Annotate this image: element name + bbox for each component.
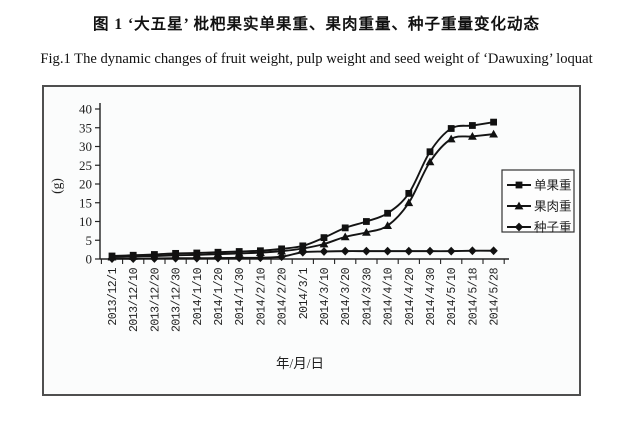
- x-tick-label: 2014/4/20: [404, 267, 417, 325]
- y-tick-label: 35: [79, 120, 92, 135]
- x-tick-label: 2014/1/20: [213, 267, 226, 325]
- x-tick-label: 2014/5/10: [446, 267, 459, 325]
- x-tick-label: 2013/12/20: [149, 267, 162, 332]
- legend-entry-pulp-weight: 果肉重: [507, 199, 572, 214]
- y-axis-title: (g): [49, 178, 64, 194]
- axes: [99, 103, 509, 260]
- x-tick-label: 2014/5/28: [489, 267, 502, 325]
- x-tick-label: 2014/1/30: [234, 267, 247, 325]
- x-axis-title: 年/月/日: [276, 356, 324, 371]
- legend-label: 果肉重: [534, 199, 572, 214]
- series-fruit-weight: [108, 118, 497, 260]
- x-axis-ticks: [100, 259, 505, 264]
- y-tick-label: 10: [79, 214, 92, 229]
- x-tick-label: 2014/4/10: [383, 267, 396, 325]
- x-tick-label: 2014/3/10: [319, 267, 332, 325]
- series-pulp-weight: [107, 129, 498, 261]
- y-tick-label: 5: [86, 233, 93, 248]
- x-tick-label: 2013/12/10: [128, 267, 141, 332]
- legend-label: 单果重: [534, 178, 572, 193]
- x-tick-label: 2014/4/30: [425, 267, 438, 325]
- y-tick-label: 40: [79, 102, 92, 117]
- y-axis-ticks: 0 5 10 15 20 25 30 35 40: [79, 102, 100, 267]
- x-tick-label: 2013/12/1: [107, 267, 120, 325]
- legend-entry-seed-weight: 种子重: [507, 220, 572, 235]
- figure-caption-en: Fig.1 The dynamic changes of fruit weigh…: [40, 51, 593, 67]
- x-tick-label: 2014/1/10: [192, 267, 205, 325]
- x-tick-label: 2014/3/1: [298, 267, 311, 319]
- x-tick-label: 2014/2/10: [255, 267, 268, 325]
- y-tick-label: 30: [79, 139, 92, 154]
- x-tick-label: 2014/5/18: [467, 267, 480, 325]
- x-tick-label: 2014/3/30: [361, 267, 374, 325]
- x-tick-label: 2013/12/30: [171, 267, 184, 332]
- y-tick-label: 20: [79, 177, 92, 192]
- x-tick-label: 2014/2/20: [277, 267, 290, 325]
- chart-frame: 0 5 10 15 20 25 30 35 40 (g) 2013/12/1 2013/12/10 20…: [42, 85, 581, 396]
- y-tick-label: 25: [79, 158, 92, 173]
- y-tick-label: 15: [79, 195, 92, 210]
- legend-label: 种子重: [534, 220, 572, 235]
- y-tick-label: 0: [86, 252, 93, 267]
- x-tick-labels: 2013/12/1 2013/12/10 2013/12/20 2013/12/30 2…: [107, 267, 502, 332]
- figure-title-zh: 图 1 ‘大五星’ 枇杷果实单果重、果肉重量、种子重量变化动态: [92, 16, 541, 33]
- x-tick-label: 2014/3/20: [340, 267, 353, 325]
- legend-entry-fruit-weight: 单果重: [507, 178, 572, 193]
